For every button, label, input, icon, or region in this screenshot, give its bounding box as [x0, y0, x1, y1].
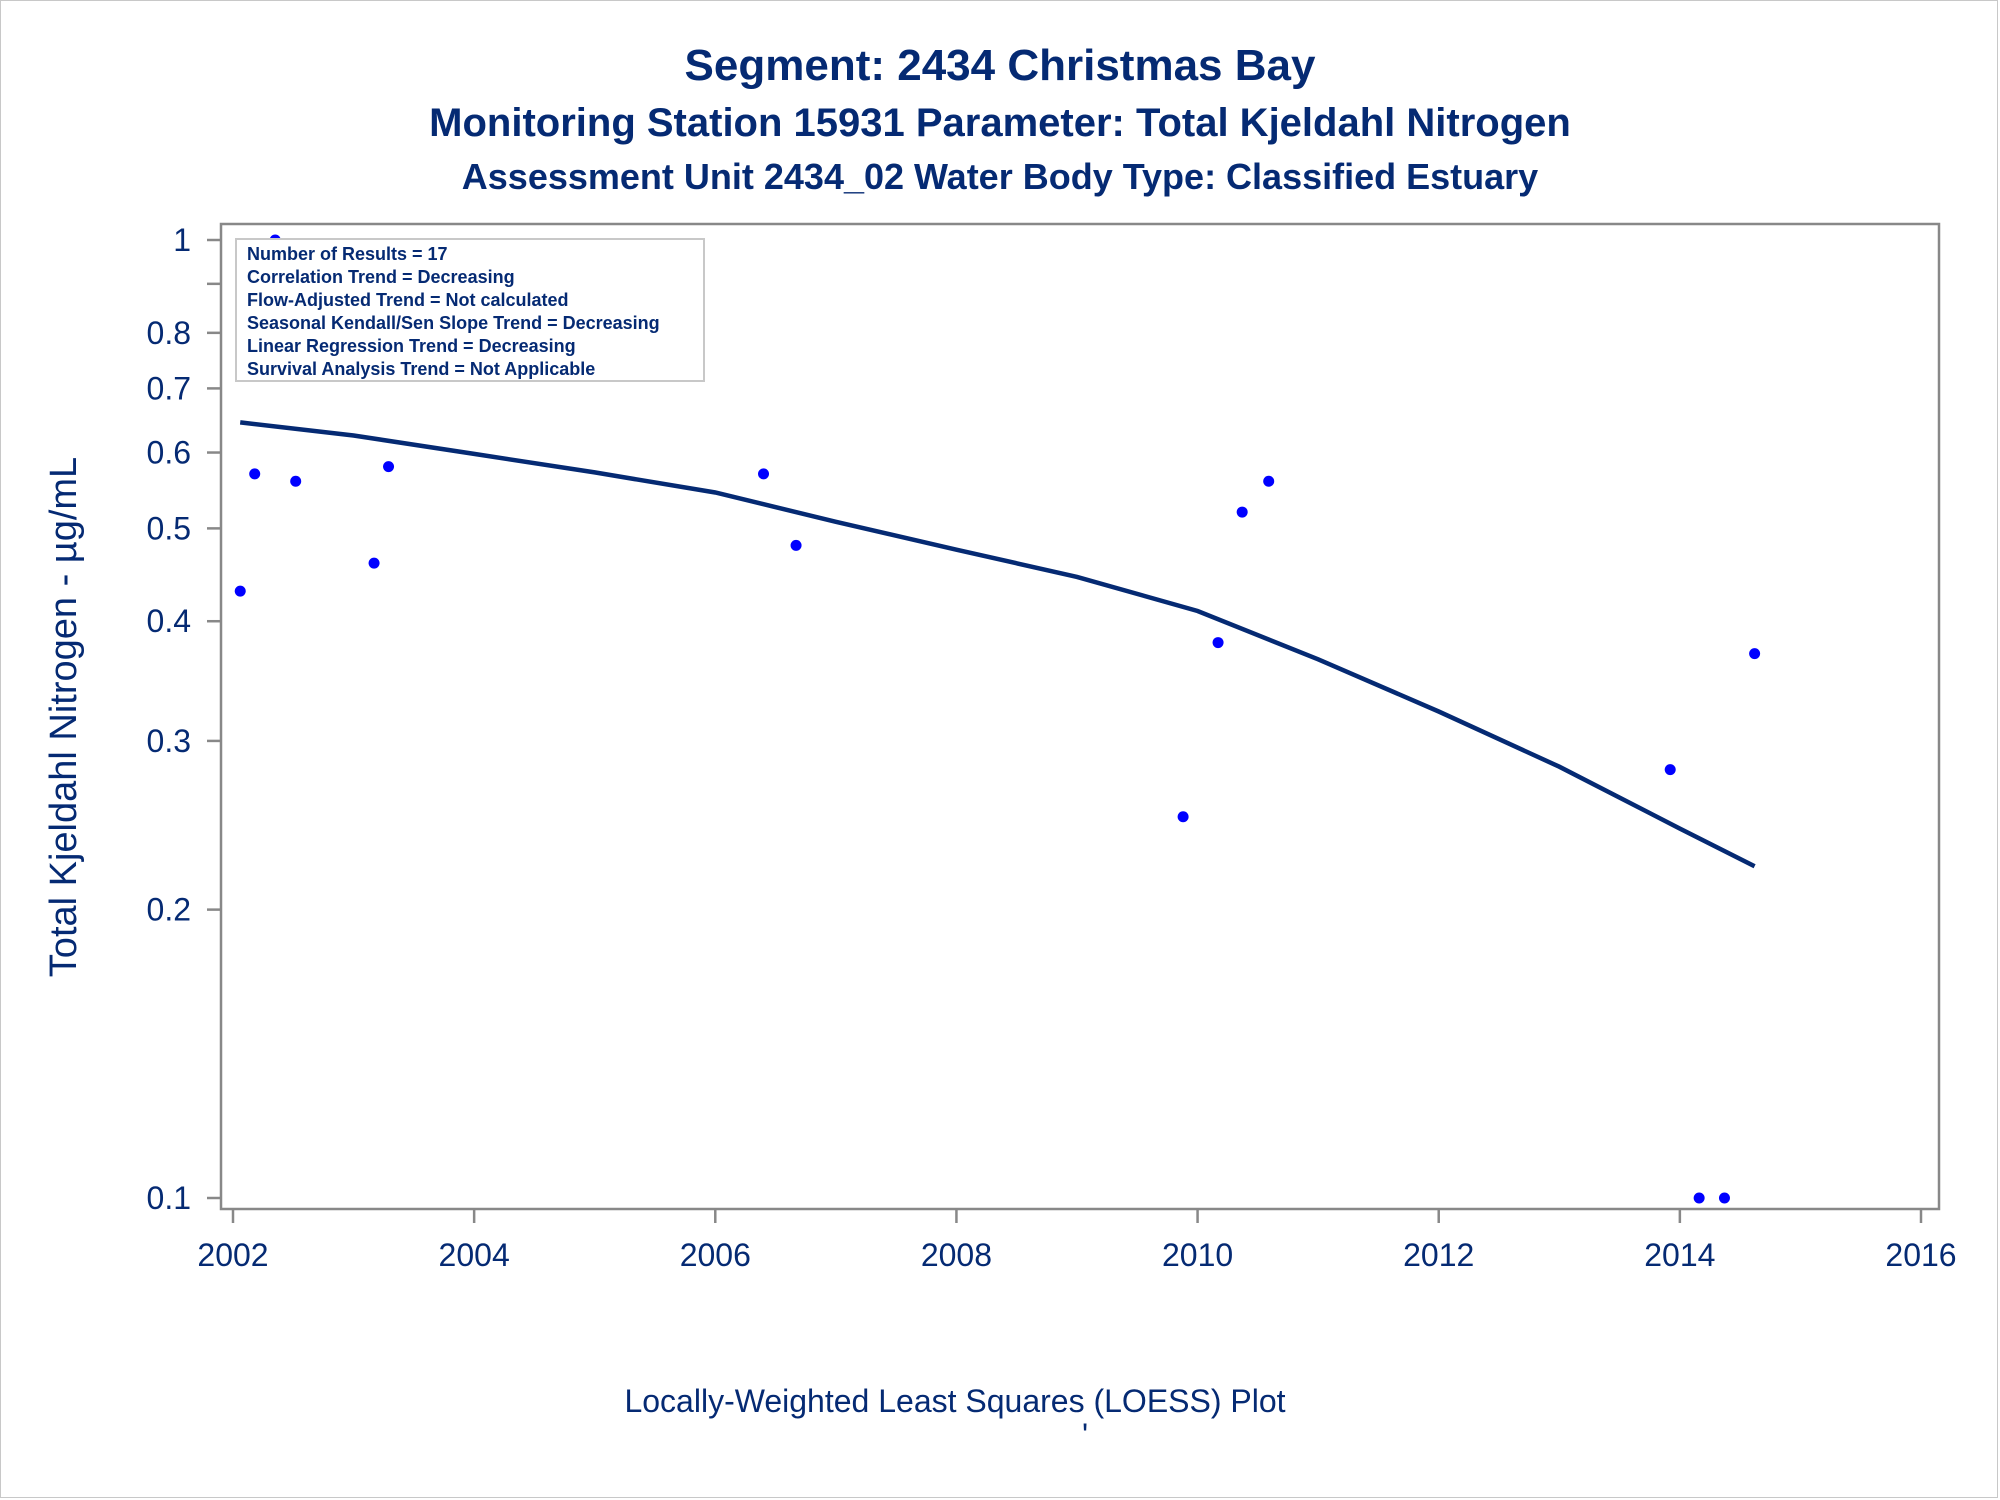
- data-point: [368, 557, 380, 569]
- data-point: [790, 539, 802, 551]
- footnote: Locally-Weighted Least Squares (LOESS) P…: [624, 1383, 1285, 1419]
- y-tick-label: 0.1: [147, 1180, 191, 1216]
- plot-area: [219, 222, 1941, 1211]
- data-point: [234, 585, 246, 597]
- x-tick-label: 2012: [1403, 1237, 1474, 1273]
- y-tick-label: 1: [173, 222, 191, 258]
- data-points: [234, 234, 1761, 1204]
- data-point: [383, 461, 395, 473]
- stats-line: Flow-Adjusted Trend = Not calculated: [247, 290, 569, 310]
- y-axis: 0.1 0.2 0.3 0.4 0.5 0.6 0.7 0.8 1: [147, 222, 221, 1216]
- data-point: [1693, 1192, 1705, 1204]
- footnote-mark: ': [1082, 1417, 1088, 1453]
- y-tick-label: 0.2: [147, 892, 191, 928]
- chart-subtitle-secondary: Assessment Unit 2434_02 Water Body Type:…: [462, 156, 1538, 197]
- data-point: [1177, 811, 1189, 823]
- data-point: [1664, 764, 1676, 776]
- y-tick-label: 0.3: [147, 723, 191, 759]
- x-tick-label: 2014: [1644, 1237, 1715, 1273]
- data-point: [1212, 637, 1224, 649]
- stats-line: Linear Regression Trend = Decreasing: [247, 336, 576, 356]
- stats-box: Number of Results = 17 Correlation Trend …: [235, 238, 705, 382]
- y-axis-label: Total Kjeldahl Nitrogen - µg/mL: [43, 457, 85, 977]
- data-point: [1749, 648, 1761, 660]
- data-point: [758, 468, 770, 480]
- y-tick-label: 0.8: [147, 315, 191, 351]
- y-tick-label: 0.5: [147, 510, 191, 546]
- x-tick-label: 2010: [1162, 1237, 1233, 1273]
- stats-line: Number of Results = 17: [247, 244, 448, 264]
- stats-line: Correlation Trend = Decreasing: [247, 267, 515, 287]
- x-tick-label: 2004: [439, 1237, 510, 1273]
- x-tick-label: 2008: [921, 1237, 992, 1273]
- data-point: [290, 475, 302, 487]
- data-point: [1236, 506, 1248, 518]
- data-point: [1718, 1192, 1730, 1204]
- chart-subtitle: Monitoring Station 15931 Parameter: Tota…: [429, 101, 1571, 145]
- stats-line: Survival Analysis Trend = Not Applicable: [247, 359, 595, 379]
- y-tick-label: 0.7: [147, 370, 191, 406]
- x-tick-label: 2016: [1885, 1237, 1956, 1273]
- data-point: [249, 468, 261, 480]
- y-tick-label: 0.6: [147, 435, 191, 471]
- x-axis: 2002 2004 2006 2008 2010 2012 2014 2016: [197, 1209, 1957, 1273]
- x-tick-label: 2006: [680, 1237, 751, 1273]
- x-tick-label: 2002: [197, 1237, 268, 1273]
- chart-title: Segment: 2434 Christmas Bay: [685, 41, 1316, 90]
- stats-box-border: [235, 238, 705, 382]
- data-point: [1263, 475, 1275, 487]
- y-tick-label: 0.4: [147, 603, 191, 639]
- stats-line: Seasonal Kendall/Sen Slope Trend = Decre…: [247, 313, 660, 333]
- trend-line: [239, 420, 1756, 869]
